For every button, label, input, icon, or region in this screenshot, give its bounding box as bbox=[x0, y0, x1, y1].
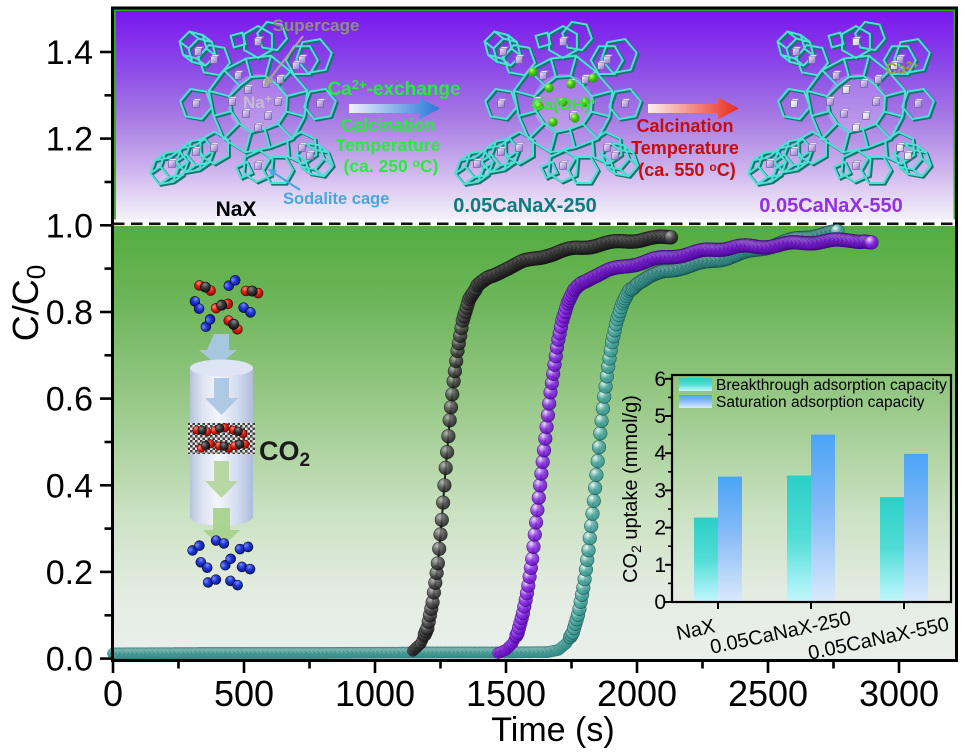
svg-text:4: 4 bbox=[654, 442, 666, 465]
svg-text:(ca. 250 oC): (ca. 250 oC) bbox=[344, 156, 439, 176]
svg-text:3: 3 bbox=[654, 479, 666, 502]
svg-text:Calcination: Calcination bbox=[341, 115, 435, 135]
svg-text:1500: 1500 bbox=[466, 673, 546, 714]
svg-text:0.6: 0.6 bbox=[46, 381, 93, 419]
svg-text:Saturation adsorption capacity: Saturation adsorption capacity bbox=[716, 394, 925, 411]
svg-text:1: 1 bbox=[654, 554, 666, 577]
svg-text:Temperature: Temperature bbox=[631, 138, 739, 158]
svg-text:5: 5 bbox=[654, 405, 666, 428]
svg-text:CO2: CO2 bbox=[259, 436, 310, 471]
svg-text:Ca(OH)+: Ca(OH)+ bbox=[532, 95, 597, 114]
svg-text:500: 500 bbox=[214, 673, 274, 714]
svg-text:(ca. 550 oC): (ca. 550 oC) bbox=[638, 160, 735, 180]
svg-text:Breakthrough adsorption capaci: Breakthrough adsorption capacity bbox=[716, 377, 947, 394]
svg-text:1.0: 1.0 bbox=[46, 207, 93, 245]
svg-text:6: 6 bbox=[654, 368, 666, 391]
svg-text:Calcination: Calcination bbox=[636, 116, 733, 136]
svg-text:2000: 2000 bbox=[597, 673, 677, 714]
svg-text:NaX: NaX bbox=[216, 198, 257, 221]
svg-text:1.2: 1.2 bbox=[46, 121, 93, 159]
svg-text:2: 2 bbox=[654, 517, 666, 540]
svg-text:0.2: 0.2 bbox=[46, 554, 93, 592]
svg-text:1.4: 1.4 bbox=[46, 34, 93, 72]
svg-text:0: 0 bbox=[103, 673, 123, 714]
svg-text:Time (s): Time (s) bbox=[491, 711, 614, 749]
svg-text:Supercage: Supercage bbox=[273, 16, 360, 35]
svg-text:0.8: 0.8 bbox=[46, 294, 93, 332]
svg-text:Sodalite cage: Sodalite cage bbox=[283, 190, 389, 208]
svg-text:0.05CaNaX-250: 0.05CaNaX-250 bbox=[453, 195, 596, 217]
svg-text:0: 0 bbox=[654, 591, 666, 614]
svg-text:3000: 3000 bbox=[859, 673, 939, 714]
svg-text:CO2 uptake (mmol/g): CO2 uptake (mmol/g) bbox=[620, 395, 644, 583]
svg-text:1000: 1000 bbox=[335, 673, 415, 714]
svg-text:0.0: 0.0 bbox=[46, 641, 93, 679]
svg-text:Na+: Na+ bbox=[243, 92, 272, 112]
svg-text:2500: 2500 bbox=[728, 673, 808, 714]
svg-text:0.4: 0.4 bbox=[46, 467, 93, 505]
svg-text:0.05CaNaX-550: 0.05CaNaX-550 bbox=[759, 195, 902, 217]
svg-text:Ca2+-exchange: Ca2+-exchange bbox=[327, 77, 460, 100]
svg-text:Temperature: Temperature bbox=[336, 135, 441, 155]
